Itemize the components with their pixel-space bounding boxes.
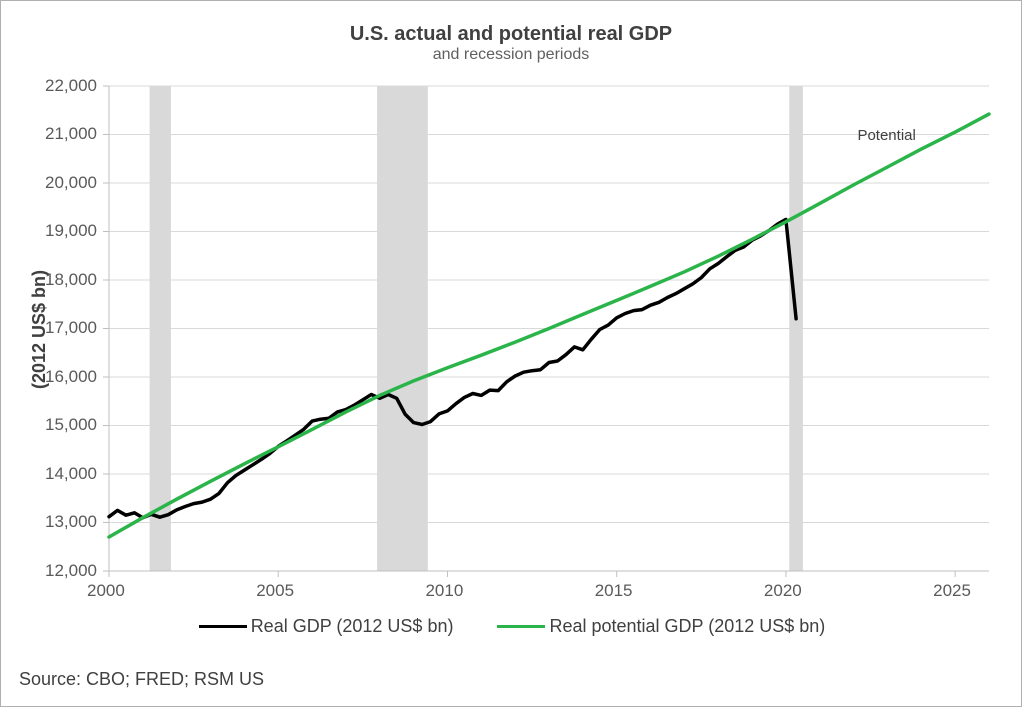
y-tick-label: 12,000 bbox=[45, 561, 97, 581]
y-tick-label: 22,000 bbox=[45, 76, 97, 96]
x-tick-label: 2000 bbox=[87, 581, 125, 601]
y-tick-label: 14,000 bbox=[45, 464, 97, 484]
y-tick-label: 15,000 bbox=[45, 415, 97, 435]
x-tick-label: 2020 bbox=[764, 581, 802, 601]
chart-frame: U.S. actual and potential real GDP and r… bbox=[0, 0, 1022, 707]
legend-item: Real potential GDP (2012 US$ bn) bbox=[497, 615, 825, 637]
y-tick-label: 18,000 bbox=[45, 270, 97, 290]
y-tick-label: 13,000 bbox=[45, 512, 97, 532]
plot-area bbox=[1, 1, 1022, 708]
annotation-potential: Potential bbox=[857, 127, 915, 144]
legend-label: Real GDP (2012 US$ bn) bbox=[251, 616, 454, 636]
x-tick-label: 2010 bbox=[425, 581, 463, 601]
legend: Real GDP (2012 US$ bn) Real potential GDP… bbox=[1, 615, 1022, 637]
x-tick-label: 2005 bbox=[256, 581, 294, 601]
x-tick-label: 2015 bbox=[595, 581, 633, 601]
y-tick-label: 20,000 bbox=[45, 173, 97, 193]
x-tick-label: 2025 bbox=[933, 581, 971, 601]
legend-swatch bbox=[497, 625, 545, 628]
y-tick-label: 21,000 bbox=[45, 124, 97, 144]
y-tick-label: 17,000 bbox=[45, 318, 97, 338]
legend-item: Real GDP (2012 US$ bn) bbox=[199, 615, 454, 637]
legend-swatch bbox=[199, 625, 247, 628]
source-text: Source: CBO; FRED; RSM US bbox=[19, 669, 264, 690]
y-tick-label: 16,000 bbox=[45, 367, 97, 387]
y-tick-label: 19,000 bbox=[45, 221, 97, 241]
legend-label: Real potential GDP (2012 US$ bn) bbox=[549, 616, 825, 636]
